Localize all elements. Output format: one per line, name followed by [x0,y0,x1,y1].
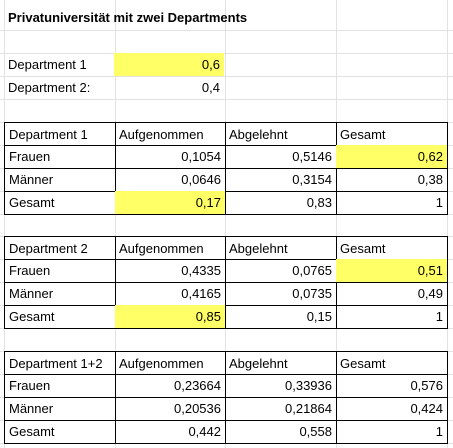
column-header-gesamt[interactable]: Gesamt [336,122,448,146]
column-header-aufgenommen[interactable]: Aufgenommen [115,351,226,375]
column-header-aufgenommen[interactable]: Aufgenommen [115,236,226,260]
table-cell-highlighted[interactable]: 0,85 [115,305,226,329]
table-header-label[interactable]: Department 1 [4,122,116,146]
gridline-column [115,0,116,448]
table-cell[interactable]: 1 [336,191,448,215]
row-label-maenner[interactable]: Männer [4,168,116,192]
column-header-abgelehnt[interactable]: Abgelehnt [225,122,337,146]
department-1-share[interactable]: 0,6 [114,53,224,76]
table-cell[interactable]: 0,21864 [225,397,337,421]
table-cell[interactable]: 0,0765 [225,259,337,283]
column-header-abgelehnt[interactable]: Abgelehnt [225,351,337,375]
row-label-frauen[interactable]: Frauen [4,374,116,398]
row-label-gesamt[interactable]: Gesamt [4,305,116,329]
sheet-title[interactable]: Privatuniversität mit zwei Departments [8,10,248,25]
row-label-gesamt[interactable]: Gesamt [4,420,116,444]
table-cell[interactable]: 0,83 [225,191,337,215]
table-cell[interactable]: 0,5146 [225,145,337,169]
table-cell-highlighted[interactable]: 0,62 [336,145,448,169]
row-label-frauen[interactable]: Frauen [4,145,116,169]
column-header-gesamt[interactable]: Gesamt [336,351,448,375]
table-cell[interactable]: 0,38 [336,168,448,192]
gridline-row [0,53,453,54]
table-cell-highlighted[interactable]: 0,51 [336,259,448,283]
table-cell[interactable]: 0,33936 [225,374,337,398]
table-cell[interactable]: 1 [336,305,448,329]
table-cell[interactable]: 0,3154 [225,168,337,192]
table-cell[interactable]: 1 [336,420,448,444]
column-header-gesamt[interactable]: Gesamt [336,236,448,260]
table-cell[interactable]: 0,4165 [115,282,226,306]
table-cell-highlighted[interactable]: 0,17 [115,191,226,215]
row-label-gesamt[interactable]: Gesamt [4,191,116,215]
table-cell[interactable]: 0,442 [115,420,226,444]
gridline-column [447,0,448,448]
table-cell[interactable]: 0,49 [336,282,448,306]
table-cell[interactable]: 0,1054 [115,145,226,169]
table-header-label[interactable]: Department 2 [4,236,116,260]
column-header-aufgenommen[interactable]: Aufgenommen [115,122,226,146]
table-cell[interactable]: 0,0646 [115,168,226,192]
department-2-share[interactable]: 0,4 [201,80,220,95]
gridline-column [4,0,5,448]
gridline-row [0,99,453,100]
row-label-frauen[interactable]: Frauen [4,259,116,283]
row-label-maenner[interactable]: Männer [4,282,116,306]
gridline-row [0,76,453,77]
table-cell[interactable]: 0,576 [336,374,448,398]
department-2-label[interactable]: Department 2: [8,80,91,95]
table-cell[interactable]: 0,4335 [115,259,226,283]
table-header-label[interactable]: Department 1+2 [4,351,116,375]
table-cell[interactable]: 0,558 [225,420,337,444]
table-cell[interactable]: 0,15 [225,305,337,329]
row-label-maenner[interactable]: Männer [4,397,116,421]
gridline-row [0,30,453,31]
table-cell[interactable]: 0,20536 [115,397,226,421]
department-1-label[interactable]: Department 1 [8,57,87,72]
table-cell[interactable]: 0,23664 [115,374,226,398]
table-cell[interactable]: 0,424 [336,397,448,421]
table-cell[interactable]: 0,0735 [225,282,337,306]
gridline-column [336,0,337,448]
gridline-column [225,0,226,448]
column-header-abgelehnt[interactable]: Abgelehnt [225,236,337,260]
